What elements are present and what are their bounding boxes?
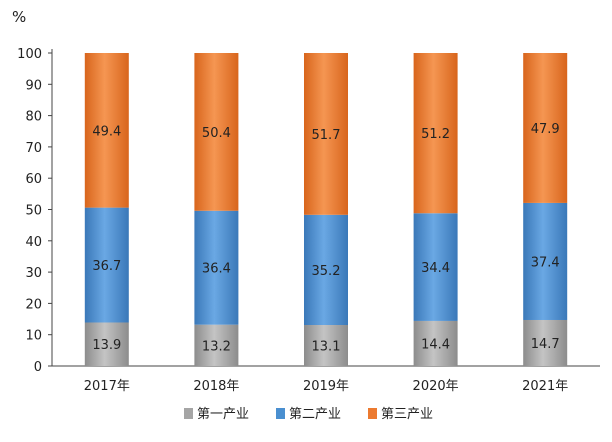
bar-segment (304, 214, 348, 325)
y-tick-label: 100 (17, 47, 42, 62)
data-label: 13.9 (92, 338, 121, 353)
bar-segment (84, 53, 129, 208)
bars (84, 53, 568, 366)
legend-label: 第二产业 (289, 407, 341, 422)
bar-segment (304, 53, 348, 215)
bar-segment (194, 53, 239, 211)
legend: 第一产业 第二产业 第三产业 (184, 407, 433, 422)
data-label: 34.4 (421, 261, 450, 276)
legend-swatch (184, 408, 193, 419)
bar-segment (413, 53, 458, 214)
data-labels: 13.9 36.7 49.4 13.2 36.4 50.4 13.1 35.2 51.7 14.4… (92, 122, 559, 355)
x-tick-label: 2019年 (303, 379, 349, 394)
x-tick-label: 2018年 (193, 379, 239, 394)
y-tick-label: 80 (25, 110, 42, 125)
data-label: 36.4 (202, 262, 231, 277)
bar-segment (523, 202, 568, 320)
bar-segment (84, 322, 129, 366)
data-label: 36.7 (92, 259, 121, 274)
bar-segment (523, 53, 568, 203)
bar-segment (413, 320, 458, 366)
y-tick-label: 40 (25, 235, 42, 250)
y-tick-label: 70 (25, 141, 42, 156)
data-label: 13.1 (312, 339, 341, 354)
bar-segment (194, 324, 239, 366)
y-tick-label: 30 (25, 266, 42, 281)
axes: 0 10 20 30 40 50 60 70 80 90 100 2017年 2018年 2019年 202… (17, 47, 600, 394)
y-tick-label: 90 (25, 78, 42, 93)
bar-segment (194, 210, 239, 325)
data-label: 37.4 (531, 255, 560, 270)
bar-segment (304, 324, 348, 366)
legend-label: 第一产业 (197, 407, 249, 422)
x-tick-label: 2021年 (522, 379, 568, 394)
bar-segment (523, 319, 568, 366)
data-label: 50.4 (202, 126, 231, 141)
data-label: 13.2 (202, 339, 231, 354)
y-axis-unit: % (12, 8, 26, 26)
bar-segment (413, 213, 458, 321)
y-tick-label: 20 (25, 297, 42, 312)
x-tick-label: 2017年 (84, 379, 130, 394)
legend-label: 第三产业 (381, 407, 433, 422)
x-tick-label: 2020年 (413, 379, 459, 394)
legend-swatch (276, 408, 285, 419)
data-label: 51.2 (421, 127, 450, 142)
y-tick-label: 10 (25, 329, 42, 344)
data-label: 51.7 (312, 128, 341, 143)
bar-segment (84, 207, 129, 323)
data-label: 47.9 (531, 122, 560, 137)
y-tick-label: 50 (25, 204, 42, 219)
data-label: 14.7 (531, 337, 560, 352)
data-label: 35.2 (312, 264, 341, 279)
data-label: 14.4 (421, 337, 450, 352)
data-label: 49.4 (92, 124, 121, 139)
y-tick-label: 0 (34, 360, 42, 375)
legend-swatch (368, 408, 377, 419)
y-tick-label: 60 (25, 172, 42, 187)
